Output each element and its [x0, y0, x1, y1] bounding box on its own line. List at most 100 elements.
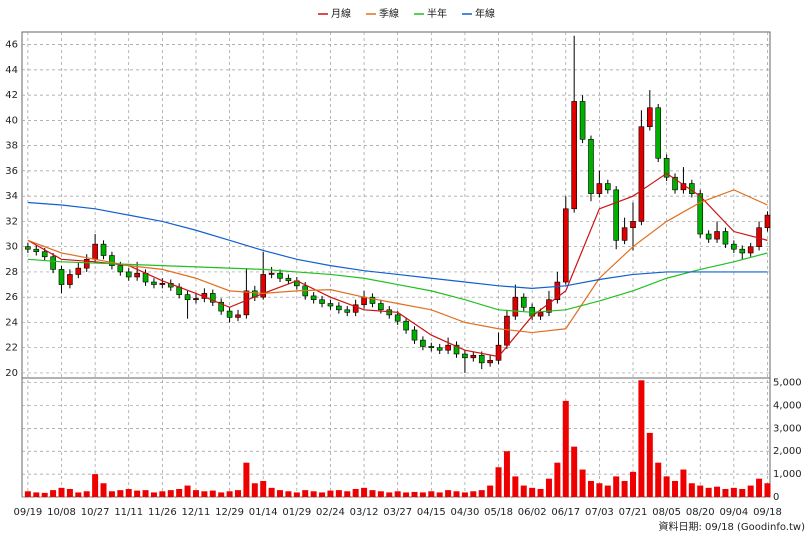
x-tick-label: 02/24 [316, 507, 345, 518]
candle-body [436, 347, 443, 351]
candle-body [764, 214, 771, 229]
candle-body [285, 277, 292, 282]
candle-body [722, 231, 729, 245]
volume-bar [495, 467, 502, 497]
x-tick-label: 03/12 [350, 507, 379, 518]
volume-bar [209, 490, 216, 497]
candle-body [638, 126, 645, 222]
y-tick-label: 22 [5, 343, 18, 354]
x-tick-label: 07/03 [585, 507, 614, 518]
volume-bar [24, 491, 31, 497]
volume-bar [587, 480, 594, 497]
y-tick-label: 24 [5, 317, 18, 328]
volume-bar [277, 490, 284, 497]
candle-body [663, 157, 670, 178]
candle-body [218, 301, 224, 312]
candle-body [67, 274, 73, 285]
candle-body [235, 314, 241, 318]
volume-bar [461, 492, 468, 497]
volume-bar [41, 492, 48, 497]
volume-bar [260, 480, 267, 497]
volume-bar [184, 485, 191, 497]
volume-bar [100, 483, 107, 497]
volume-bar [302, 490, 309, 497]
candle-body [621, 227, 628, 241]
x-tick-label: 06/17 [551, 507, 580, 518]
volume-bar [335, 490, 342, 497]
y-tick-label: 30 [5, 242, 18, 253]
legend-label: 月線 [331, 7, 351, 20]
candle-body [403, 320, 409, 331]
volume-bar [58, 487, 65, 497]
volume-bar [251, 483, 258, 497]
volume-bar [756, 478, 763, 497]
y-tick-label: 32 [5, 216, 18, 227]
volume-bar [83, 491, 90, 497]
candle-body [537, 312, 544, 317]
x-tick-label: 09/18 [753, 507, 782, 518]
candle-body [520, 296, 527, 308]
volume-bar [234, 490, 241, 497]
candle-body [268, 272, 275, 275]
y-tick-label: 44 [5, 65, 18, 76]
x-tick-label: 09/19 [13, 507, 42, 518]
y-tick-label: 20 [5, 368, 18, 379]
candle-body [243, 290, 250, 316]
candle-body [739, 248, 746, 254]
volume-bar [411, 491, 418, 497]
volume-bar [663, 476, 670, 497]
volume-bar [361, 487, 368, 497]
candle-body [58, 269, 65, 285]
candle-body [184, 294, 191, 301]
volume-bar [730, 487, 737, 497]
y-tick-label: 40 [5, 115, 18, 126]
volume-bar [487, 485, 494, 497]
x-tick-label: 12/29 [215, 507, 244, 518]
candle-body [33, 248, 40, 253]
volume-bar [268, 487, 275, 497]
ma-line [27, 252, 768, 313]
volume-bar [545, 478, 552, 497]
y-tick-label: 36 [5, 166, 18, 177]
candle-body [109, 255, 115, 266]
x-tick-label: 12/11 [182, 507, 211, 518]
ma-line [27, 201, 768, 289]
volume-bar [764, 483, 771, 497]
legend-label: 年線 [475, 7, 495, 20]
x-tick-label: 11/11 [114, 507, 143, 518]
volume-bar [134, 490, 141, 497]
candle-body [226, 310, 233, 318]
volume-bar [478, 490, 485, 497]
candle-body [487, 360, 493, 364]
volume-bar [243, 462, 250, 497]
volume-bar [453, 491, 460, 497]
volume-bar [419, 492, 426, 497]
volume-bar [108, 491, 115, 497]
y-tick-label: 28 [5, 267, 18, 278]
footer: 資料日期: 09/18 (Goodinfo.tw) [658, 520, 805, 533]
candle-body [705, 233, 712, 240]
candle-body [310, 295, 317, 301]
candle-body [747, 246, 754, 254]
candle-body [134, 272, 140, 278]
x-tick-label: 10/27 [81, 507, 110, 518]
y-tick-label: 42 [5, 90, 18, 101]
volume-bar [142, 490, 149, 497]
volume-bar [714, 486, 721, 497]
volume-bar [470, 491, 477, 497]
candle-body [336, 305, 342, 311]
candle-body [277, 272, 283, 279]
volume-bar [75, 492, 82, 497]
y2-tick-label: 5,000 [773, 378, 802, 389]
y2-tick-label: 3,000 [773, 423, 802, 434]
volume-bar [638, 380, 645, 497]
candle-body [420, 339, 426, 347]
candle-body [462, 353, 468, 359]
volume-bar [344, 491, 351, 497]
x-tick-label: 07/21 [619, 507, 648, 518]
volume-bar [92, 474, 99, 497]
x-tick-label: 11/26 [148, 507, 177, 518]
ma-line [27, 189, 768, 334]
volume-bar [159, 491, 166, 497]
volume-bar [33, 492, 40, 497]
